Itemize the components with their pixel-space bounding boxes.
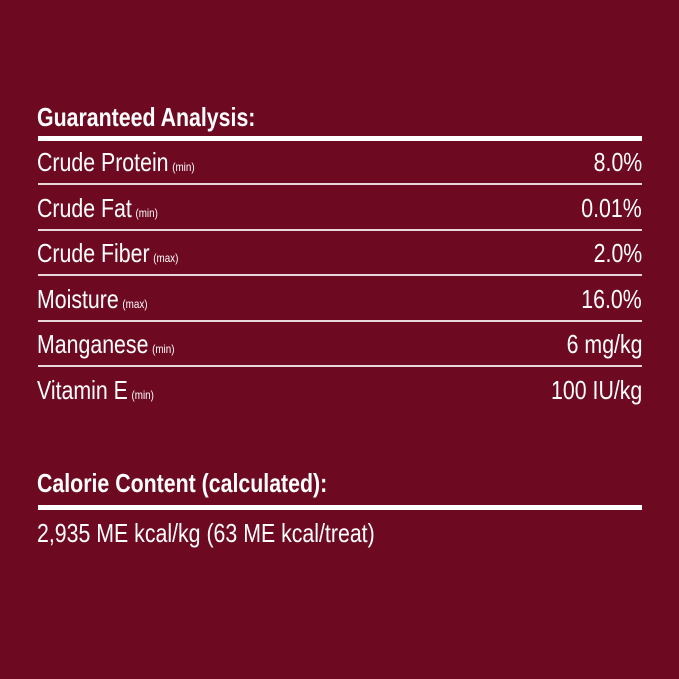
nutrient-name: Manganese <box>37 329 149 359</box>
nutrient-name: Vitamin E <box>37 374 128 405</box>
nutrient-label: Crude Protein (min) <box>37 147 195 178</box>
nutrient-value: 2.0% <box>593 238 642 268</box>
row-divider <box>38 365 642 367</box>
nutrient-label: Crude Fat (min) <box>37 193 158 224</box>
row-divider <box>38 183 642 185</box>
nutrient-qualifier: (min) <box>135 205 158 220</box>
section-divider <box>38 136 642 141</box>
guaranteed-analysis-title: Guaranteed Analysis: <box>37 102 256 132</box>
nutrient-name: Crude Fiber <box>37 238 150 268</box>
nutrient-value: 6 mg/kg <box>566 329 642 359</box>
nutrient-value: 16.0% <box>581 283 642 314</box>
nutrient-qualifier: (max) <box>153 251 179 265</box>
nutrient-name: Moisture <box>37 283 119 314</box>
nutrient-label: Vitamin E (min) <box>37 375 154 406</box>
nutrient-name: Crude Fat <box>37 192 132 223</box>
nutrient-value: 100 IU/kg <box>550 374 642 405</box>
nutrient-name: Crude Protein <box>37 147 169 177</box>
nutrient-qualifier: (min) <box>131 387 154 402</box>
calorie-content-title: Calorie Content (calculated): <box>37 468 328 498</box>
nutrient-label: Manganese (min) <box>37 329 174 360</box>
calorie-content-value: 2,935 ME kcal/kg (63 ME kcal/treat) <box>37 518 375 548</box>
nutrient-value: 0.01% <box>581 192 642 223</box>
nutrient-label: Moisture (max) <box>37 284 148 315</box>
nutrient-qualifier: (min) <box>172 160 195 174</box>
nutrient-qualifier: (min) <box>152 342 175 356</box>
nutrient-label: Crude Fiber (max) <box>37 238 178 269</box>
row-divider <box>38 319 642 322</box>
nutrient-qualifier: (max) <box>122 296 148 311</box>
row-divider <box>38 228 642 231</box>
nutrient-value: 8.0% <box>593 147 642 177</box>
section-divider <box>38 505 642 510</box>
row-divider <box>38 274 642 276</box>
